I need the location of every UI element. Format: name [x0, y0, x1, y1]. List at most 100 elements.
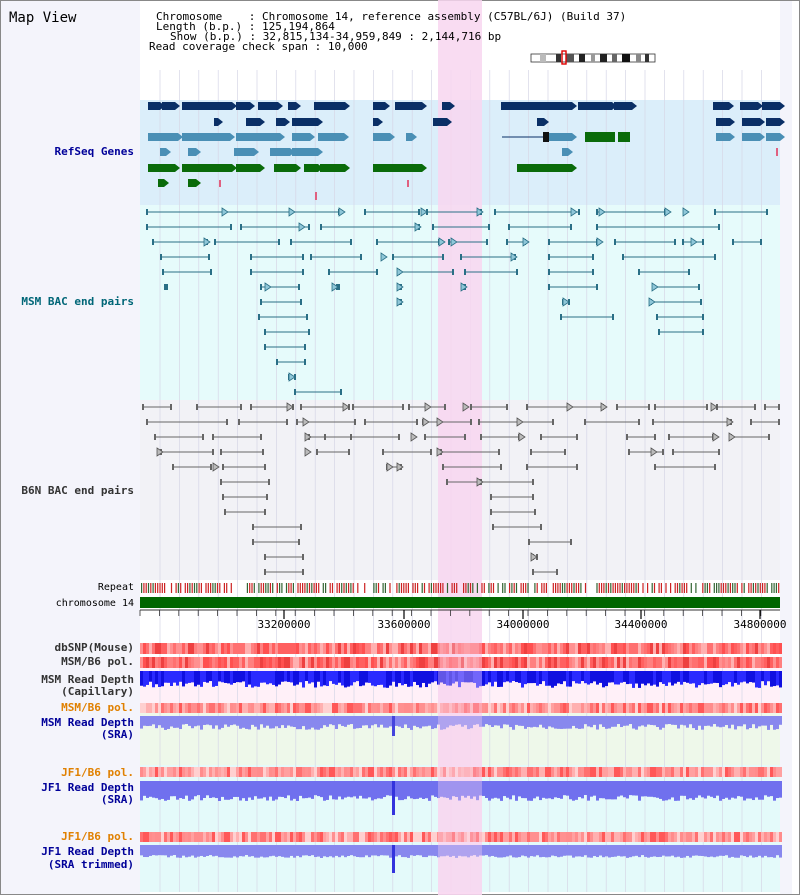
- bac-end: [376, 269, 378, 275]
- depth-bar: [740, 671, 743, 683]
- chromosome-ideogram[interactable]: [530, 50, 656, 65]
- depth-bar: [392, 671, 395, 682]
- snp-heat-cell: [206, 643, 209, 654]
- pol-heat-cell: [200, 767, 203, 777]
- pol-heat-cell: [731, 703, 734, 713]
- depth-bar: [470, 716, 473, 729]
- pol-heat-cell: [668, 832, 671, 842]
- depth-bar: [353, 671, 356, 683]
- bac-end: [578, 209, 580, 215]
- pol-heat-cell: [299, 767, 302, 777]
- pol-heat-cell: [146, 657, 149, 668]
- pol-heat-cell: [377, 657, 380, 668]
- pol-heat-cell: [341, 832, 344, 842]
- repeat-mark: [297, 583, 299, 593]
- pol-heat-cell: [434, 657, 437, 668]
- pol-heat-cell: [269, 657, 272, 668]
- pol-heat-cell: [305, 657, 308, 668]
- pol-heat-cell: [758, 657, 761, 668]
- depth-bar: [491, 781, 494, 799]
- depth-bar: [290, 716, 293, 727]
- pol-heat-cell: [464, 832, 467, 842]
- depth-bar: [524, 781, 527, 799]
- highlight-region[interactable]: [438, 0, 482, 895]
- snp-heat-cell: [659, 643, 662, 654]
- pol-heat-cell: [665, 767, 668, 777]
- snp-heat-cell: [149, 643, 152, 654]
- repeat-mark: [750, 583, 752, 593]
- depth-bar: [281, 716, 284, 726]
- snp-heat-cell: [488, 643, 491, 654]
- depth-bar: [314, 845, 317, 858]
- bac-end: [548, 284, 550, 290]
- snp-heat-cell: [572, 643, 575, 654]
- bac-end-marker: [396, 282, 404, 292]
- pol-heat-cell: [503, 657, 506, 668]
- depth-bar: [386, 781, 389, 796]
- pol-heat-cell: [230, 703, 233, 713]
- depth-bar: [512, 781, 515, 796]
- pol-heat-cell: [314, 657, 317, 668]
- pol-heat-cell: [407, 832, 410, 842]
- depth-bar: [746, 781, 749, 799]
- pol-heat-cell: [407, 657, 410, 668]
- repeat-mark: [154, 583, 156, 593]
- pol-heat-cell: [308, 832, 311, 842]
- depth-bar: [749, 781, 752, 799]
- pol-heat-cell: [356, 703, 359, 713]
- pol-heat-cell: [707, 657, 710, 668]
- pol-heat-cell: [407, 703, 410, 713]
- gene-block: [318, 133, 344, 141]
- pol-heat-cell: [719, 703, 722, 713]
- pol-heat-cell: [290, 703, 293, 713]
- snp-heat-cell: [167, 643, 170, 654]
- gene-block: [442, 102, 450, 110]
- pol-heat-cell: [509, 767, 512, 777]
- chromosome-bar[interactable]: [140, 597, 780, 608]
- gene-arrow: [572, 133, 577, 141]
- bac-end: [432, 224, 434, 230]
- pol-heat-cell: [698, 767, 701, 777]
- bac-end: [654, 434, 656, 440]
- pol-heat-cell: [515, 767, 518, 777]
- gene-block: [562, 148, 568, 156]
- bac-end: [448, 239, 450, 245]
- pol-heat-cell: [269, 832, 272, 842]
- depth-bar: [632, 781, 635, 796]
- snp-heat-cell: [419, 643, 422, 654]
- depth-bar: [347, 716, 350, 725]
- snp-heat-cell: [452, 643, 455, 654]
- depth-bar: [320, 845, 323, 858]
- depth-bar: [419, 671, 422, 688]
- snp-heat-cell: [656, 643, 659, 654]
- pol-heat-cell: [752, 767, 755, 777]
- gene-block: [537, 118, 544, 126]
- pol-heat-cell: [320, 703, 323, 713]
- bac-end: [300, 299, 302, 305]
- depth-bar: [410, 716, 413, 730]
- depth-bar: [197, 716, 200, 726]
- pol-heat-cell: [380, 703, 383, 713]
- bac-end: [352, 404, 354, 410]
- bac-end-marker: [264, 282, 272, 292]
- snp-heat-cell: [431, 643, 434, 654]
- pol-heat-cell: [557, 703, 560, 713]
- depth-bar: [635, 671, 638, 684]
- repeat-mark: [357, 583, 359, 593]
- snp-heat-cell: [383, 643, 386, 654]
- pol-heat-cell: [395, 767, 398, 777]
- snp-heat-cell: [146, 643, 149, 654]
- depth-bar: [314, 781, 317, 796]
- depth-bar: [281, 781, 284, 797]
- depth-bar: [266, 781, 269, 801]
- snp-heat-cell: [587, 643, 590, 654]
- pol-heat-cell: [620, 657, 623, 668]
- snp-heat-cell: [590, 643, 593, 654]
- pol-heat-cell: [479, 767, 482, 777]
- depth-bar: [551, 671, 554, 688]
- pol-heat-cell: [542, 703, 545, 713]
- depth-bar: [155, 781, 158, 799]
- depth-bar: [161, 845, 164, 856]
- depth-bar: [662, 671, 665, 684]
- pol-heat-cell: [581, 657, 584, 668]
